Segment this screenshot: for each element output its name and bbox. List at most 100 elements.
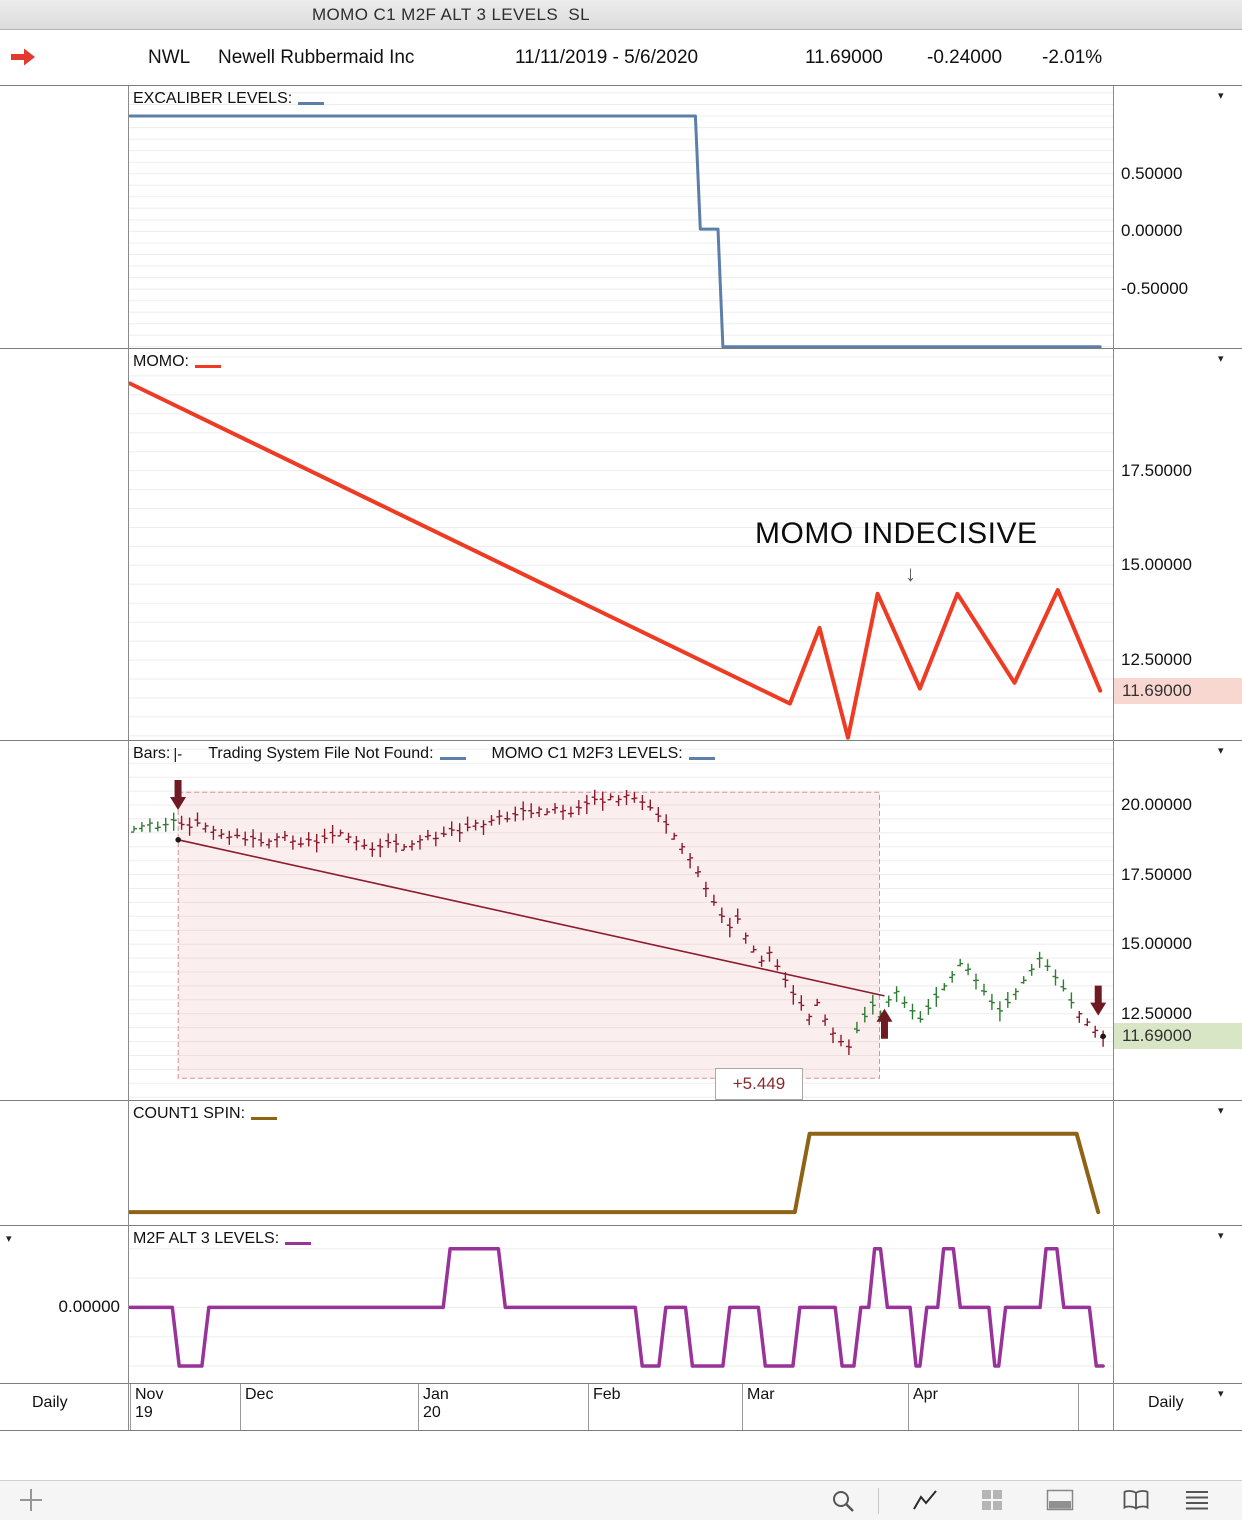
highlight-region: [177, 791, 880, 1079]
m2f-plot-area[interactable]: [128, 1226, 1113, 1382]
gain-label: +5.449: [715, 1068, 803, 1100]
panel-label-segment: M2F ALT 3 LEVELS:: [133, 1230, 312, 1248]
bar-style-glyph: |-: [173, 746, 183, 763]
bottom-panel-icon[interactable]: [1046, 1488, 1074, 1517]
panel-label-text: EXCALIBER LEVELS:: [133, 90, 293, 107]
y-axis-label: 15.00000: [1121, 934, 1192, 954]
x-axis-tick: [742, 1384, 743, 1430]
panel-excaliber-levels: EXCALIBER LEVELS:: [0, 86, 1242, 349]
momo-indecisive-annotation: MOMO INDECISIVE: [755, 517, 1038, 550]
x-axis-tick: [908, 1384, 909, 1430]
m2f-alt3-levels-line: [128, 1247, 1105, 1368]
panel-menu-caret[interactable]: ▾: [1218, 745, 1224, 757]
panel-count1-spin: COUNT1 SPIN:: [0, 1101, 1242, 1226]
panel-label-segment: MOMO:: [133, 353, 221, 371]
indicator-color-swatch: [251, 1117, 278, 1120]
gridlines: [128, 748, 1113, 1098]
panel-label-excaliber: EXCALIBER LEVELS:: [133, 90, 350, 108]
timeframe-label-right: Daily: [1148, 1394, 1184, 1411]
price-bars-chart[interactable]: [128, 741, 1113, 1100]
price-change: -0.24000: [927, 47, 1003, 68]
panel-momo: MOMO: MOMO INDECISIVE ↓: [0, 349, 1242, 741]
chart-header: NWL Newell Rubbermaid Inc 11/11/2019 - 5…: [0, 30, 1242, 85]
count1-plot-area[interactable]: [128, 1101, 1113, 1224]
x-axis-month-label: Feb: [593, 1386, 621, 1403]
x-axis-tick: [240, 1384, 241, 1430]
plus-icon[interactable]: [16, 1485, 46, 1520]
excaliber-levels-line: [128, 114, 1102, 349]
line-chart-icon[interactable]: [912, 1488, 938, 1519]
x-axis-tick: [130, 1384, 131, 1430]
panel-label-text: MOMO:: [133, 353, 189, 370]
panel-label-segment: COUNT1 SPIN:: [133, 1105, 278, 1123]
bars-plot-area[interactable]: [128, 741, 1113, 1099]
book-icon[interactable]: [1122, 1488, 1150, 1517]
y-axis-label: -0.50000: [1121, 279, 1189, 299]
company-name: Newell Rubbermaid Inc: [218, 47, 415, 68]
x-axis-row: Daily Daily Nov 19 Dec Jan 20 Feb Mar Apr: [0, 1384, 1242, 1431]
bottom-toolbar: [0, 1480, 1242, 1520]
window-titlebar: MOMO C1 M2F ALT 3 LEVELS SL: [0, 0, 1242, 30]
indicator-color-swatch: [285, 1242, 312, 1245]
panel-label-segment: Trading System File Not Found:: [208, 745, 466, 763]
excaliber-plot-area[interactable]: [128, 86, 1113, 349]
left-axis-label: 0.00000: [58, 1297, 120, 1317]
panel-label-count1: COUNT1 SPIN:: [133, 1105, 303, 1123]
last-price: 11.69000: [805, 47, 883, 68]
x-axis-month-label: Nov 19: [135, 1386, 164, 1421]
down-signal-arrow: [170, 780, 187, 811]
momo-plot-area[interactable]: [128, 349, 1113, 740]
indicator-color-swatch: [195, 365, 221, 368]
y-axis-label: 17.50000: [1121, 864, 1192, 884]
x-axis-month-label: Mar: [747, 1386, 775, 1403]
chart-region: EXCALIBER LEVELS: MOMO: MOMO INDECISIVE …: [0, 85, 1242, 1431]
panel-label-text: Bars:: [133, 745, 171, 762]
date-range: 11/11/2019 - 5/6/2020: [515, 47, 699, 68]
indicator-color-swatch: [298, 102, 325, 105]
panel-label-momo: MOMO:: [133, 353, 247, 371]
y-axis-label: 0.50000: [1121, 163, 1183, 183]
panel-label-segment: Bars: |-: [133, 745, 182, 763]
menu-icon[interactable]: [1184, 1488, 1210, 1517]
trendline: [178, 839, 885, 997]
window-title: MOMO C1 M2F ALT 3 LEVELS SL: [312, 5, 590, 24]
up-signal-arrow: [876, 1008, 893, 1039]
m2f-alt3-levels-chart[interactable]: [128, 1226, 1113, 1383]
momo-chart[interactable]: [128, 349, 1113, 740]
panel-menu-caret-left[interactable]: ▾: [6, 1233, 12, 1245]
panel-menu-caret[interactable]: ▾: [1218, 1105, 1224, 1117]
indicator-color-swatch: [688, 757, 715, 760]
toolbar-divider: [878, 1488, 879, 1514]
panel-price-bars: Bars: |- Trading System File Not Found: MOM…: [0, 741, 1242, 1101]
panel-menu-caret[interactable]: ▾: [1218, 90, 1224, 102]
y-axis-label: 20.00000: [1121, 795, 1192, 814]
y-axis-label: 15.00000: [1121, 555, 1192, 575]
panel-label-m2f: M2F ALT 3 LEVELS:: [133, 1230, 337, 1248]
panel-label-bars: Bars: |- Trading System File Not Found: MOM…: [133, 745, 741, 763]
x-axis-tick: [1078, 1384, 1079, 1430]
panel-label-text: Trading System File Not Found:: [208, 745, 434, 762]
trendline-start-dot: [175, 837, 181, 843]
panel-label-segment: MOMO C1 M2F3 LEVELS:: [492, 745, 715, 763]
red-arrow-icon: [9, 46, 37, 74]
grid-layout-icon[interactable]: [980, 1488, 1004, 1517]
count1-spin-chart[interactable]: [128, 1101, 1113, 1225]
y-axis-label: 12.50000: [1121, 1003, 1192, 1023]
magnifier-icon[interactable]: [830, 1488, 856, 1519]
y-axis-label: 17.50000: [1121, 460, 1192, 480]
x-axis-tick: [418, 1384, 419, 1430]
count1-spin-line: [128, 1131, 1101, 1215]
down-signal-arrow: [1090, 985, 1107, 1016]
panel-menu-caret[interactable]: ▾: [1218, 1230, 1224, 1242]
x-axis-month-label: Apr: [913, 1386, 938, 1403]
panel-menu-caret[interactable]: ▾: [1218, 353, 1224, 365]
plot-right-border: [1113, 86, 1114, 1431]
panel-label-segment: EXCALIBER LEVELS:: [133, 90, 325, 108]
last-price-badge: 11.69000: [1114, 1023, 1242, 1050]
last-price-badge: 11.69000: [1114, 677, 1242, 704]
panel-menu-caret[interactable]: ▾: [1218, 1388, 1224, 1400]
excaliber-levels-chart[interactable]: [128, 86, 1113, 349]
momo-line: [128, 381, 1103, 740]
x-axis-month-label: Dec: [245, 1386, 274, 1403]
x-axis-month-label: Jan 20: [423, 1386, 449, 1421]
